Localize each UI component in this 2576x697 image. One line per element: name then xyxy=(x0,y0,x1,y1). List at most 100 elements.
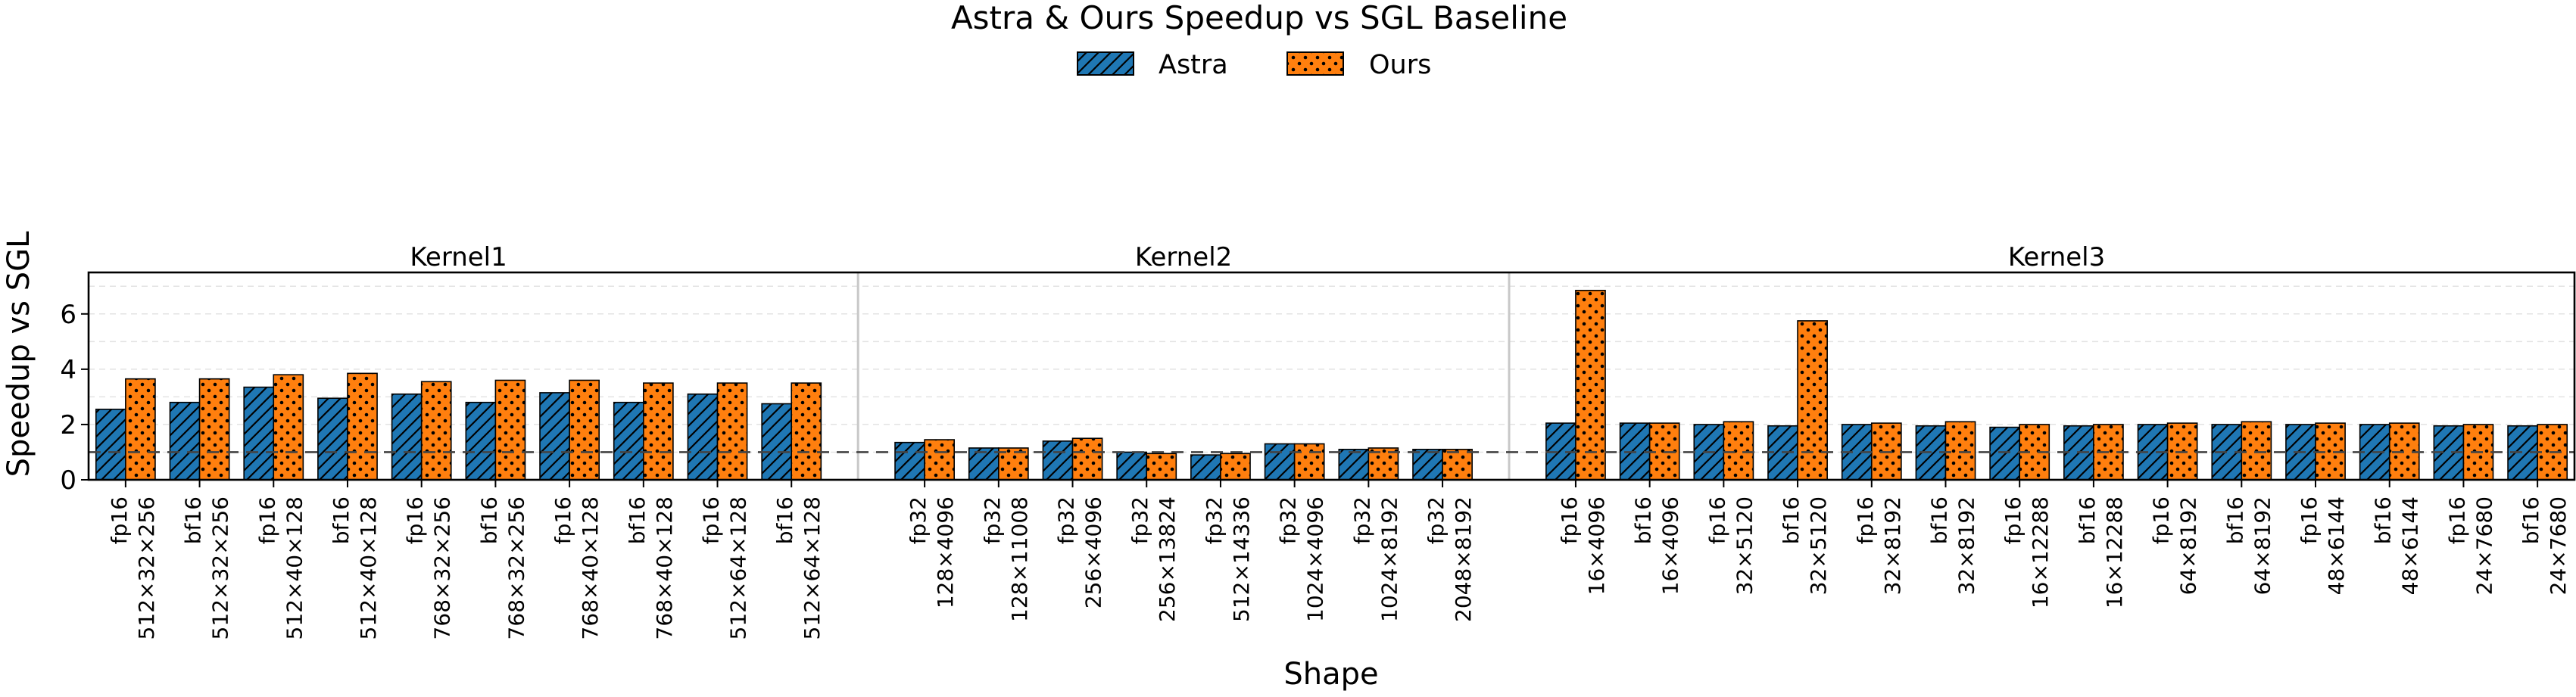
bar-astra xyxy=(613,401,644,481)
bar-astra xyxy=(894,441,925,481)
legend-item-astra: Astra xyxy=(1077,50,1228,80)
x-tick-label-dtype: fp16 xyxy=(1853,496,1878,544)
x-tick-label: fp16 32×5120 xyxy=(1704,496,1757,595)
bar-ours xyxy=(1368,447,1399,481)
x-tick-label-shape: 512×14336 xyxy=(1229,496,1254,622)
x-tick-label-shape: 2048×8192 xyxy=(1451,496,1476,622)
x-tick-label: bf16 32×8192 xyxy=(1926,496,1979,595)
legend: Astra Ours xyxy=(1077,50,1431,80)
x-tick-label: fp32 1024×4096 xyxy=(1276,496,1328,622)
x-tick-label: fp16 768×40×128 xyxy=(550,496,603,639)
x-tick-label: fp32 256×13824 xyxy=(1127,496,1180,622)
x-tick-label-shape: 768×32×256 xyxy=(504,496,529,639)
x-tick-label: bf16 768×40×128 xyxy=(625,496,677,639)
x-tick-label-shape: 24×7680 xyxy=(2472,496,2496,595)
bar-ours xyxy=(273,374,304,481)
bar-ours xyxy=(494,379,526,481)
x-tick-label-dtype: bf16 xyxy=(625,496,650,544)
bar-ours xyxy=(924,439,955,481)
x-tick-label: fp16 64×8192 xyxy=(2149,496,2201,595)
x-tick-label-dtype: fp16 xyxy=(550,496,575,544)
x-tick-label-dtype: fp32 xyxy=(1349,496,1374,544)
bar-astra xyxy=(1989,426,2020,481)
x-tick-label-dtype: fp16 xyxy=(107,496,132,544)
x-tick-label-dtype: bf16 xyxy=(2371,496,2396,544)
x-tick-label-dtype: fp16 xyxy=(1704,496,1729,544)
x-tick-label-dtype: bf16 xyxy=(476,496,501,544)
y-axis-label: Speedup vs SGL xyxy=(2,231,36,477)
x-tick-label: fp16 16×4096 xyxy=(1557,496,1609,595)
bar-astra xyxy=(1338,449,1370,481)
x-tick-label: fp16 16×12288 xyxy=(2001,496,2053,608)
group-label-kernel3: Kernel3 xyxy=(2008,242,2105,272)
plot-frame xyxy=(87,271,2576,481)
x-tick-label-shape: 256×4096 xyxy=(1081,496,1106,608)
bar-ours xyxy=(1797,320,1828,481)
x-tick-label-shape: 32×5120 xyxy=(1732,496,1757,595)
x-tick-label: fp16 512×32×256 xyxy=(107,496,159,639)
x-tick-label-shape: 512×40×128 xyxy=(282,496,307,639)
x-tick-label-shape: 768×40×128 xyxy=(578,496,603,639)
bar-astra xyxy=(687,393,719,481)
x-tick-label-shape: 512×64×128 xyxy=(800,496,825,639)
x-tick-label-dtype: fp32 xyxy=(1424,496,1449,544)
x-tick-label-dtype: fp32 xyxy=(1054,496,1079,544)
bar-astra xyxy=(243,386,275,481)
x-tick-label: fp16 512×40×128 xyxy=(254,496,307,639)
bar-ours xyxy=(1071,437,1103,481)
x-tick-label-shape: 32×5120 xyxy=(1806,496,1831,595)
legend-label-astra: Astra xyxy=(1159,50,1228,80)
group-label-kernel1: Kernel1 xyxy=(410,242,507,272)
x-tick-label-dtype: fp16 xyxy=(254,496,279,544)
x-tick-label-shape: 512×32×256 xyxy=(208,496,233,639)
x-tick-label: bf16 16×4096 xyxy=(1631,496,1683,595)
bar-astra xyxy=(1412,449,1443,481)
x-tick-label: fp16 24×7680 xyxy=(2444,496,2496,595)
x-tick-label: bf16 24×7680 xyxy=(2518,496,2571,595)
bar-ours xyxy=(716,382,748,481)
x-tick-label-shape: 16×12288 xyxy=(2102,496,2127,608)
bar-ours xyxy=(1944,421,1976,481)
x-tick-label: fp32 128×11008 xyxy=(980,496,1032,622)
x-tick-label-shape: 512×32×256 xyxy=(134,496,159,639)
bar-ours xyxy=(643,382,674,481)
y-tick-label: 6 xyxy=(60,300,76,330)
bar-ours xyxy=(1220,453,1251,481)
bar-ours xyxy=(1293,443,1325,481)
x-tick-label-dtype: bf16 xyxy=(2075,496,2100,544)
x-tick-label-shape: 64×8192 xyxy=(2250,496,2275,595)
x-tick-label-shape: 48×6144 xyxy=(2398,496,2423,595)
x-tick-label-shape: 128×11008 xyxy=(1007,496,1032,622)
bar-astra xyxy=(539,392,570,481)
x-tick-label-shape: 128×4096 xyxy=(933,496,958,608)
bar-ours xyxy=(1146,453,1177,481)
x-tick-label: bf16 512×64×128 xyxy=(772,496,825,639)
bar-ours xyxy=(1723,421,1754,481)
legend-swatch-astra xyxy=(1077,51,1134,76)
x-tick-label-dtype: bf16 xyxy=(2222,496,2247,544)
x-tick-label-shape: 512×40×128 xyxy=(356,496,381,639)
x-tick-label-shape: 1024×8192 xyxy=(1377,496,1402,622)
x-axis-label: Shape xyxy=(1283,657,1378,692)
bar-astra xyxy=(1190,454,1221,481)
x-tick-label: fp32 128×4096 xyxy=(906,496,958,608)
x-tick-label-shape: 24×7680 xyxy=(2546,496,2571,595)
x-tick-label: bf16 512×32×256 xyxy=(181,496,233,639)
bar-astra xyxy=(391,393,423,481)
x-tick-label-dtype: bf16 xyxy=(329,496,354,544)
x-tick-label-dtype: fp16 xyxy=(699,496,724,544)
x-tick-label-dtype: fp16 xyxy=(403,496,428,544)
x-tick-label: fp16 512×64×128 xyxy=(699,496,751,639)
bar-ours xyxy=(420,381,452,481)
bar-ours xyxy=(125,378,156,481)
x-tick-label-dtype: fp16 xyxy=(2297,496,2322,544)
group-label-kernel2: Kernel2 xyxy=(1135,242,1232,272)
y-tick-label: 4 xyxy=(60,355,76,385)
x-tick-label-shape: 32×8192 xyxy=(1954,496,1979,595)
bar-astra xyxy=(465,401,497,481)
y-tick-label: 0 xyxy=(60,465,76,496)
bar-astra xyxy=(968,447,1000,481)
x-tick-label-dtype: fp16 xyxy=(2001,496,2026,544)
